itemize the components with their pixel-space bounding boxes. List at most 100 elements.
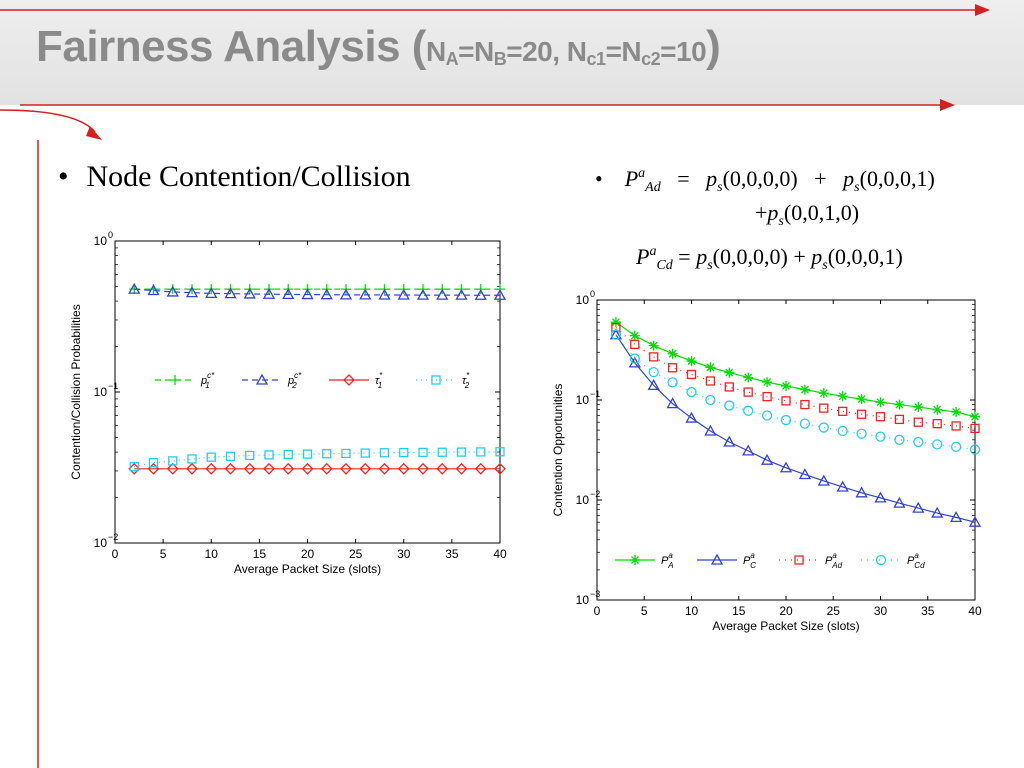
data-point <box>913 436 924 448</box>
data-point <box>856 428 867 439</box>
eq-args: (0,0,1,0) <box>783 200 860 225</box>
data-point <box>724 382 734 392</box>
y-tick-label: 10 <box>94 536 108 550</box>
data-point <box>436 288 449 300</box>
eq-sub: s <box>707 258 713 273</box>
data-point <box>932 404 943 415</box>
data-point <box>340 462 352 475</box>
legend: Pa A Pa C Pa Ad Pa Cd <box>615 551 925 570</box>
data-point <box>205 462 218 475</box>
data-point <box>168 456 178 466</box>
data-point <box>378 288 391 300</box>
data-point <box>855 486 868 498</box>
data-point <box>359 462 372 475</box>
arrow-right-icon <box>940 99 955 111</box>
legend-label: τ* 1 <box>375 371 383 390</box>
eq-args: (0,0,0,0) <box>722 166 798 191</box>
eq-plus: + <box>755 200 768 225</box>
data-point <box>781 396 791 406</box>
data-point <box>399 447 409 458</box>
data-point <box>610 329 622 340</box>
data-point <box>629 353 640 364</box>
series-3 <box>610 329 981 455</box>
data-point <box>301 288 314 300</box>
data-point <box>912 501 925 513</box>
data-point <box>610 317 621 328</box>
data-point <box>263 462 275 475</box>
data-point <box>341 448 351 459</box>
eq-equals: = <box>677 166 690 191</box>
data-point <box>838 406 848 417</box>
title-part: =10 <box>660 36 707 67</box>
legend-label: Pa Ad <box>825 551 843 570</box>
title-sub: c1 <box>586 49 607 69</box>
data-point <box>875 431 886 442</box>
y-tick-exponent: −1 <box>590 389 600 399</box>
y-tick-exponent: −1 <box>108 381 118 391</box>
equation-pad-line2: +ps(0,0,1,0) <box>755 200 859 230</box>
eq-symbol: p <box>696 244 708 269</box>
data-point <box>224 462 237 475</box>
x-tick-label: 30 <box>397 547 411 561</box>
arrow-down-icon <box>86 126 102 140</box>
x-tick-label: 0 <box>112 547 119 561</box>
data-point <box>166 285 179 297</box>
data-point <box>128 282 141 294</box>
data-point <box>705 376 716 386</box>
x-axis-label: Average Packet Size (slots) <box>712 619 859 633</box>
data-point <box>476 447 486 457</box>
data-point <box>147 284 160 296</box>
data-point <box>666 397 679 409</box>
data-point <box>893 496 906 508</box>
series-1 <box>609 328 982 527</box>
x-tick-label: 20 <box>301 547 315 561</box>
eq-sub: Ad <box>645 180 661 195</box>
data-point <box>968 515 982 527</box>
series-line <box>134 451 501 468</box>
x-tick-label: 25 <box>349 547 363 561</box>
data-point <box>629 330 640 341</box>
legend-marker <box>170 375 180 385</box>
title-params: NA=NB=20, Nc1=Nc2=10 <box>425 36 707 69</box>
data-point <box>686 356 697 367</box>
data-point <box>417 462 429 475</box>
eq-sub: s <box>717 180 723 195</box>
legend-label: Pa A <box>661 551 674 570</box>
legend-marker <box>794 555 804 565</box>
data-point <box>837 425 848 437</box>
data-point <box>951 406 962 417</box>
series-1 <box>128 282 507 300</box>
data-point <box>283 449 293 460</box>
eq-symbol: p <box>767 200 779 225</box>
data-point <box>648 340 659 351</box>
data-point <box>611 322 621 333</box>
legend-label: pc* 2 <box>287 371 302 390</box>
data-point <box>282 462 295 475</box>
data-point <box>301 462 314 475</box>
data-point <box>799 418 811 429</box>
data-point <box>416 288 430 300</box>
data-point <box>302 449 313 459</box>
title-part: N <box>425 36 446 67</box>
data-point <box>949 511 963 523</box>
data-point <box>667 363 678 373</box>
x-tick-label: 30 <box>874 604 888 618</box>
data-point <box>495 447 505 457</box>
data-point <box>630 339 640 350</box>
data-point <box>667 348 678 359</box>
plot-area <box>596 299 976 601</box>
eq-symbol: p <box>706 166 718 191</box>
data-point <box>817 474 830 486</box>
y-tick-exponent: −2 <box>590 489 600 499</box>
legend: pc* 1 pc* 2 τ* 1 τ* 2 <box>155 371 470 390</box>
data-point <box>742 444 755 456</box>
data-point <box>760 453 774 465</box>
data-point <box>166 462 179 475</box>
data-point <box>185 286 199 298</box>
eq-sub: s <box>822 258 828 273</box>
eq-args: (0,0,0,1) <box>827 244 903 269</box>
legend-label: Pa C <box>743 551 756 570</box>
eq-equals: = <box>678 244 691 269</box>
